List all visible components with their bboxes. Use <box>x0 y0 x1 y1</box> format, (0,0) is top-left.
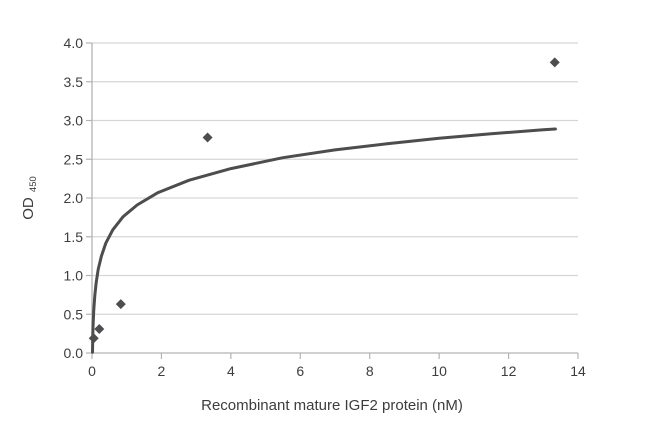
data-point-marker <box>549 57 560 68</box>
y-tick-label: 1.0 <box>64 268 84 284</box>
gridlines-layer <box>92 42 578 315</box>
x-tick-label: 10 <box>431 363 447 379</box>
y-tick-label: 1.5 <box>64 229 84 245</box>
data-point-marker <box>202 132 213 143</box>
y-axis-title: OD 450 <box>20 176 39 220</box>
x-axis-title: Recombinant mature IGF2 protein (nM) <box>201 397 463 414</box>
y-tick-label: 4.0 <box>64 35 84 51</box>
series-layer <box>88 57 560 354</box>
y-axis-title-subscript: 450 <box>28 176 39 192</box>
x-tick-label: 4 <box>227 363 235 379</box>
x-tick-label: 12 <box>501 363 517 379</box>
x-tick-label: 6 <box>296 363 304 379</box>
y-tick-label: 3.0 <box>64 113 84 129</box>
x-tick-label: 0 <box>88 363 96 379</box>
x-tick-label: 14 <box>570 363 586 379</box>
y-tick-label: 2.0 <box>64 190 84 206</box>
y-tick-label: 0.5 <box>64 306 84 322</box>
fit-curve <box>91 127 557 354</box>
axes-layer <box>86 42 579 359</box>
y-axis-title-main: OD <box>20 197 37 220</box>
data-point-marker <box>115 299 126 310</box>
data-point-marker <box>94 323 105 334</box>
x-tick-label: 2 <box>158 363 166 379</box>
y-tick-label: 3.5 <box>64 74 84 90</box>
tick-labels-layer: 0.0 0.5 1.0 1.5 2.0 2.5 3.0 3.5 4.0 0 2 4 6 8 10 12 14 <box>64 35 586 379</box>
x-tick-label: 8 <box>366 363 374 379</box>
y-tick-label: 0.0 <box>64 345 84 361</box>
y-tick-label: 2.5 <box>64 151 84 167</box>
